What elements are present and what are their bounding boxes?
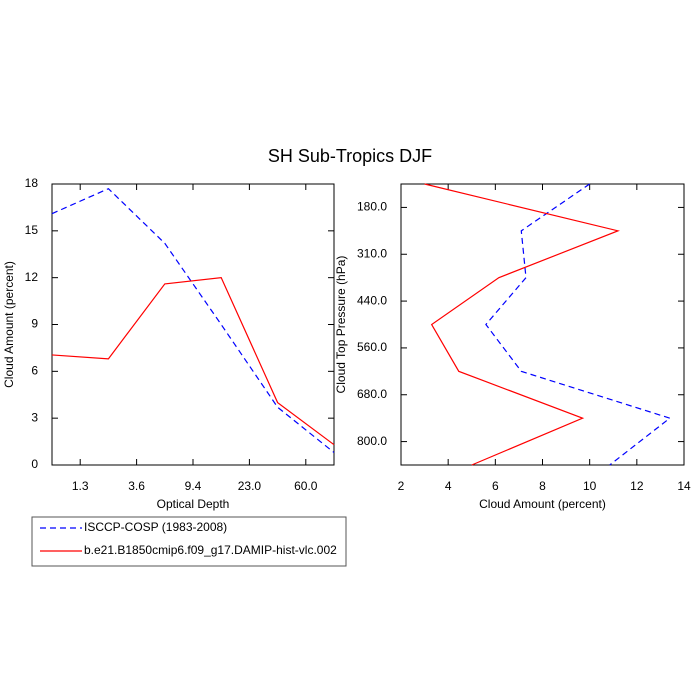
y-axis-label: Cloud Amount (percent) [2,261,16,388]
x-tick-label: 9.4 [185,479,202,493]
series-line [424,183,620,466]
series-line [485,183,672,466]
plot-frame [400,183,685,466]
plot-frame [51,183,335,466]
y-tick-label: 12 [25,270,39,284]
y-tick-label: 9 [31,317,38,331]
y-tick-label: 0 [31,457,38,471]
legend-label: ISCCP-COSP (1983-2008) [84,520,227,534]
y-tick-label: 560.0 [357,340,387,354]
legend-label: b.e21.B1850cmip6.f09_g17.DAMIP-hist-vlc.… [84,543,337,557]
x-tick-label: 14 [677,479,691,493]
x-tick-label: 8 [539,479,546,493]
chart-title: SH Sub-Tropics DJF [268,146,432,166]
x-tick-label: 23.0 [238,479,262,493]
series-line [51,277,335,446]
legend-box [31,516,347,567]
x-tick-label: 6 [492,479,499,493]
x-tick-label: 12 [630,479,644,493]
x-axis-label: Cloud Amount (percent) [479,497,606,511]
x-tick-label: 60.0 [294,479,318,493]
x-tick-label: 2 [398,479,405,493]
y-tick-label: 680.0 [357,387,387,401]
y-tick-label: 440.0 [357,293,387,307]
x-tick-label: 3.6 [128,479,145,493]
y-tick-label: 180.0 [357,200,387,214]
series-line [51,187,335,453]
y-axis-label: Cloud Top Pressure (hPa) [334,256,348,394]
x-tick-label: 4 [445,479,452,493]
x-tick-label: 10 [583,479,597,493]
y-tick-label: 800.0 [357,434,387,448]
y-tick-label: 15 [25,223,39,237]
y-tick-label: 6 [31,364,38,378]
x-tick-label: 1.3 [72,479,89,493]
y-tick-label: 310.0 [357,246,387,260]
y-tick-label: 18 [25,176,39,190]
y-tick-label: 3 [31,410,38,424]
x-axis-label: Optical Depth [157,497,230,511]
